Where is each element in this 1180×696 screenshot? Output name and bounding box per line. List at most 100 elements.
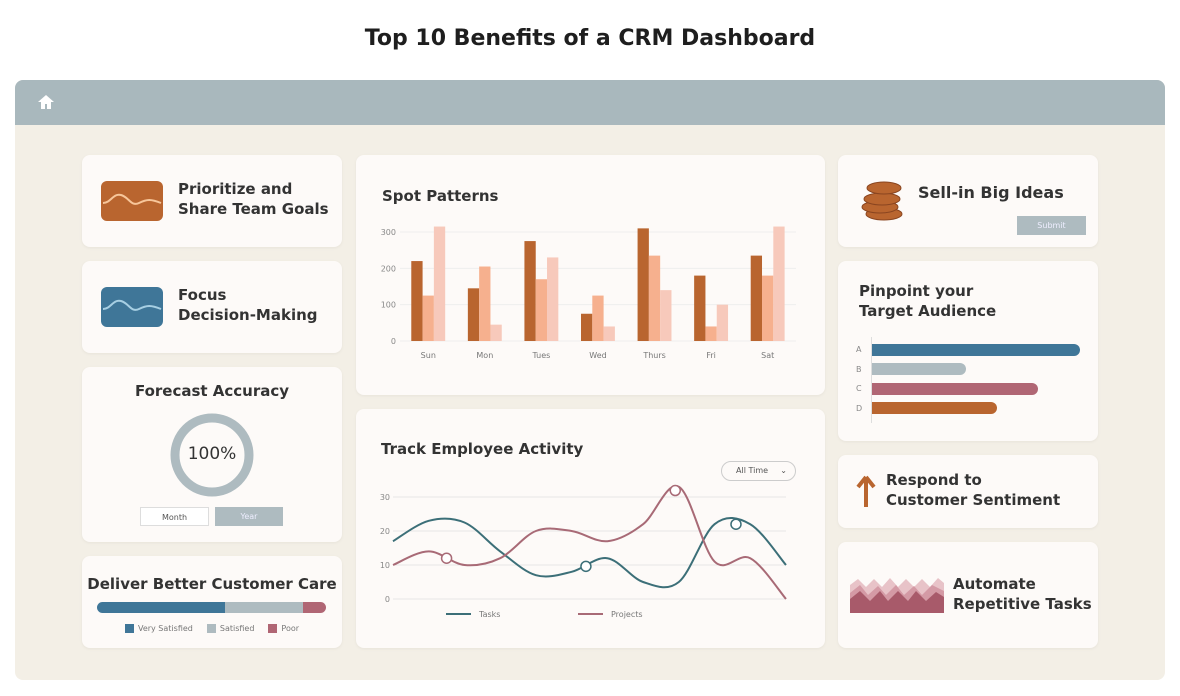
home-icon[interactable]	[37, 94, 55, 110]
month-button[interactable]: Month	[140, 507, 209, 526]
card-automate-tasks: Automate Repetitive Tasks	[838, 542, 1098, 648]
data-point-marker	[440, 552, 453, 564]
satisfaction-segment	[303, 602, 326, 613]
time-filter-dropdown[interactable]: All Time ⌄	[721, 461, 796, 481]
satisfaction-legend: Very Satisfied Satisfied Poor	[82, 624, 342, 633]
bar	[479, 266, 491, 341]
bar-chart: 0 100 200 300 Sun Mon Tues Wed Thurs Fri Sat	[381, 226, 796, 360]
legend-swatch	[268, 624, 278, 633]
card-team-goals: Prioritize and Share Team Goals	[82, 155, 342, 247]
area-chart-icon	[850, 578, 944, 613]
bar	[705, 326, 717, 341]
card-title: Forecast Accuracy	[134, 382, 290, 400]
year-button[interactable]: Year	[215, 507, 283, 526]
satisfaction-bar	[97, 602, 326, 613]
wave-icon	[101, 287, 163, 327]
legend-item: Very Satisfied	[124, 624, 193, 633]
x-tick-label: Sun	[421, 351, 436, 360]
card-title: Prioritize and	[178, 180, 293, 198]
chevron-down-icon: ⌄	[780, 466, 787, 475]
card-title: Customer Sentiment	[886, 491, 1061, 509]
bar	[490, 324, 502, 341]
time-filter-value: All Time	[736, 466, 769, 475]
x-tick-label: Mon	[476, 351, 493, 360]
card-title: Share Team Goals	[178, 200, 329, 218]
legend-label: Satisfied	[219, 624, 255, 633]
audience-row: C	[856, 379, 1086, 399]
audience-label: C	[856, 384, 862, 394]
forecast-donut	[170, 413, 254, 497]
bar	[592, 295, 604, 341]
card-employee-activity: Track Employee Activity All Time ⌄ 0 10 20 3…	[356, 409, 825, 648]
legend-swatch	[206, 624, 216, 633]
series-line-tasks	[392, 517, 787, 589]
bar	[581, 313, 593, 341]
forecast-value: 100%	[187, 444, 237, 464]
card-title: Focus	[178, 286, 227, 304]
y-tick-label: 30	[380, 493, 390, 502]
x-tick-label: Wed	[589, 351, 606, 360]
card-title: Deliver Better Customer Care	[87, 575, 337, 593]
bar	[411, 261, 423, 341]
card-title: Spot Patterns	[382, 187, 499, 205]
bar	[648, 255, 661, 341]
bar	[637, 228, 649, 341]
card-spot-patterns: Spot Patterns 0 100 200 300 Sun Mon Tues Wed Thu…	[356, 155, 825, 395]
audience-bar	[872, 402, 997, 415]
bar	[716, 304, 729, 341]
y-tick-label: 0	[385, 595, 390, 604]
card-title: Target Audience	[859, 302, 997, 320]
x-tick-label: Fri	[706, 351, 716, 360]
bar	[603, 326, 615, 341]
card-big-ideas: Sell-in Big Ideas Submit	[838, 155, 1098, 247]
y-tick-label: 0	[391, 337, 396, 346]
bar	[773, 226, 785, 341]
legend-swatch	[124, 624, 134, 633]
data-point-marker	[730, 518, 742, 530]
submit-button[interactable]: Submit	[1017, 216, 1086, 235]
line-chart: 0 10 20 30 Tasks Projects	[380, 484, 787, 619]
y-tick-label: 20	[380, 527, 390, 536]
x-tick-label: Sat	[761, 351, 774, 360]
card-title: Automate	[953, 575, 1036, 593]
axis-line	[871, 337, 872, 423]
legend-label: Tasks	[478, 610, 500, 619]
coins-icon	[861, 181, 903, 221]
arrow-up-icon	[856, 475, 876, 507]
card-title: Track Employee Activity	[381, 440, 584, 458]
audience-bar	[872, 343, 1080, 356]
legend-item: Satisfied	[206, 624, 255, 633]
bar	[467, 288, 480, 341]
audience-row: D	[856, 399, 1086, 419]
legend-label: Projects	[611, 610, 643, 619]
bar	[433, 226, 446, 341]
legend-item: Poor	[268, 624, 299, 633]
bar	[422, 295, 434, 341]
page-title: Top 10 Benefits of a CRM Dashboard	[364, 26, 816, 51]
legend-label: Poor	[281, 624, 300, 633]
card-title: Respond to	[886, 471, 982, 489]
legend-label: Very Satisfied	[137, 624, 193, 633]
header-bar	[15, 80, 1165, 125]
y-tick-label: 10	[380, 561, 390, 570]
x-tick-label: Thurs	[642, 351, 665, 360]
audience-bar	[872, 363, 966, 376]
bar	[750, 255, 763, 341]
bar	[524, 241, 536, 341]
card-title: Sell-in Big Ideas	[918, 183, 1064, 202]
audience-row: B	[856, 360, 1086, 380]
card-customer-care: Deliver Better Customer Care Very Satisf…	[82, 556, 342, 648]
audience-label: A	[856, 345, 862, 355]
series-line-projects	[392, 485, 787, 600]
audience-bar	[872, 382, 1039, 395]
y-tick-label: 100	[381, 301, 396, 310]
y-tick-label: 300	[381, 228, 396, 237]
audience-row: A	[856, 340, 1086, 360]
bar	[547, 257, 559, 341]
bar	[660, 290, 672, 341]
satisfaction-segment	[225, 602, 304, 613]
data-point-marker	[580, 560, 592, 573]
card-title: Repetitive Tasks	[953, 595, 1092, 613]
